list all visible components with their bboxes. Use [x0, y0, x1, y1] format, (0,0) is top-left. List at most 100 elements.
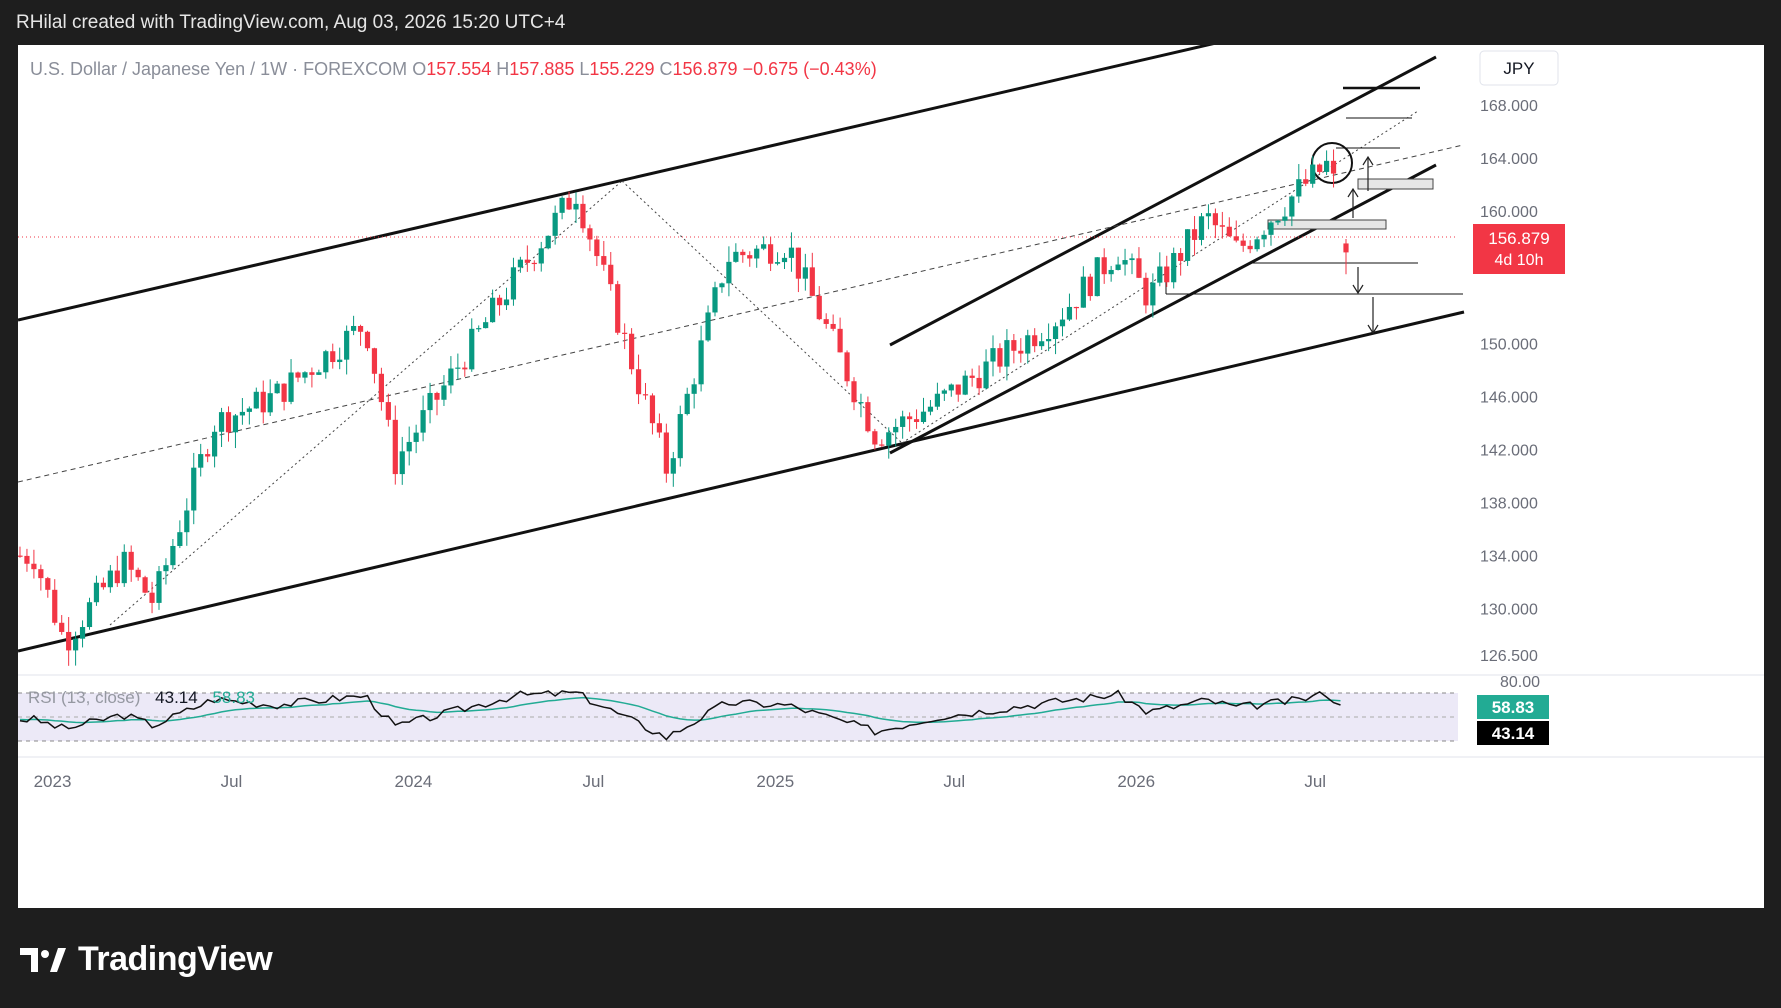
- chart-panel[interactable]: 168.000 164.000 160.000 150.000 146.000 142.0…: [18, 45, 1764, 908]
- candle-body: [1087, 276, 1093, 297]
- candle-body: [1143, 277, 1149, 306]
- candle-body: [274, 383, 280, 394]
- candle-body: [1171, 253, 1177, 283]
- time-tick: Jul: [943, 772, 965, 791]
- rsi-value-badge: [1477, 721, 1549, 745]
- symbol-header: U.S. Dollar / Japanese Yen / 1W · FOREXC…: [30, 59, 877, 79]
- candle-body: [615, 284, 621, 333]
- time-tick: 2026: [1117, 772, 1155, 791]
- interval-label[interactable]: 1W: [260, 59, 288, 79]
- candle-body: [601, 256, 607, 265]
- high-value: 157.885: [509, 59, 575, 79]
- candle-body: [295, 372, 301, 378]
- candle-body: [1150, 282, 1156, 306]
- candle-body: [177, 532, 183, 546]
- time-tick: Jul: [1304, 772, 1326, 791]
- candle-body: [698, 340, 704, 385]
- candle-body: [1039, 341, 1045, 347]
- price-badge: [1473, 224, 1565, 274]
- candle-body: [441, 385, 447, 400]
- candle-body: [608, 264, 614, 285]
- candle-body: [1205, 213, 1212, 217]
- candle-body: [858, 402, 864, 404]
- candle-body: [218, 412, 225, 432]
- candle-body: [802, 267, 808, 279]
- candle-body: [1080, 276, 1086, 308]
- price-axis[interactable]: 168.000 164.000 160.000 150.000 146.000 142.0…: [1480, 98, 1538, 665]
- candle-body: [1178, 253, 1184, 261]
- candle-body: [1268, 222, 1274, 235]
- time-tick: Jul: [221, 772, 243, 791]
- candle-body: [385, 402, 391, 420]
- candle-body: [38, 569, 44, 579]
- candle-body: [656, 423, 662, 433]
- currency-button[interactable]: JPY: [1503, 59, 1534, 78]
- candle-body: [1303, 179, 1309, 184]
- candle-body: [1011, 340, 1017, 351]
- candle-body: [566, 197, 572, 210]
- candle-body: [517, 259, 523, 268]
- candle-body: [1066, 306, 1073, 320]
- candle-body: [448, 368, 454, 386]
- candle-body: [413, 432, 419, 442]
- candle-body: [635, 369, 642, 395]
- candle-body: [114, 570, 120, 584]
- candle-body: [768, 244, 774, 264]
- candle-body: [1310, 164, 1316, 184]
- candle-body: [531, 262, 537, 265]
- candle-body: [872, 431, 878, 445]
- candle-body: [983, 361, 989, 389]
- candle-body: [1073, 306, 1079, 309]
- candle-body: [316, 372, 322, 375]
- candle-body: [239, 411, 245, 416]
- candle-body: [406, 441, 412, 452]
- trendline-drawings[interactable]: [18, 45, 1465, 653]
- candle-body: [622, 332, 628, 334]
- symbol-name[interactable]: U.S. Dollar / Japanese Yen: [30, 59, 246, 79]
- candle-body: [879, 444, 885, 446]
- candle-body: [1247, 245, 1253, 250]
- candlestick-series[interactable]: [18, 149, 1349, 666]
- candle-body: [427, 392, 433, 411]
- last-candle-body: [1343, 243, 1349, 253]
- candle-body: [52, 589, 58, 623]
- candle-body: [496, 297, 503, 306]
- candle-body: [135, 569, 141, 578]
- tradingview-logo[interactable]: TradingView: [20, 940, 273, 979]
- candle-body: [212, 431, 218, 457]
- candle-body: [1289, 196, 1295, 217]
- candle-body: [524, 259, 530, 263]
- channel-top-line: [18, 45, 1215, 322]
- candle-body: [1330, 160, 1337, 174]
- candle-body: [225, 412, 232, 433]
- candle-body: [1282, 216, 1288, 221]
- rsi-top-tick: 80.00: [1500, 674, 1540, 691]
- candle-body: [559, 197, 565, 213]
- candle-body: [1191, 229, 1198, 240]
- price-chart[interactable]: 168.000 164.000 160.000 150.000 146.000 142.0…: [18, 45, 1764, 908]
- rsi-ma-badge-label: 58.83: [1492, 698, 1535, 717]
- support-zone: [1267, 219, 1387, 230]
- close-label: C: [659, 59, 673, 79]
- candle-body: [66, 631, 72, 651]
- time-tick: 2023: [34, 772, 72, 791]
- candle-body: [330, 351, 336, 363]
- candle-body: [253, 391, 259, 409]
- candle-body: [309, 372, 315, 375]
- price-tick: 130.000: [1480, 602, 1538, 619]
- tradingview-logo-icon: [20, 947, 66, 972]
- candle-body: [538, 248, 544, 264]
- rsi-value-badge-label: 43.14: [1492, 724, 1535, 743]
- candle-body: [955, 384, 961, 395]
- high-label: H: [496, 59, 510, 79]
- candle-body: [788, 247, 795, 258]
- candle-body: [323, 351, 329, 373]
- candle-body: [1219, 225, 1225, 227]
- candle-body: [434, 392, 440, 400]
- candle-body: [1157, 266, 1163, 283]
- candle-body: [1018, 350, 1024, 354]
- time-axis[interactable]: 2023 Jul 2024 Jul 2025 Jul 2026 Jul: [34, 772, 1326, 791]
- open-label: O: [412, 59, 427, 79]
- resistance-zone: [1357, 178, 1434, 190]
- candle-body: [677, 414, 683, 459]
